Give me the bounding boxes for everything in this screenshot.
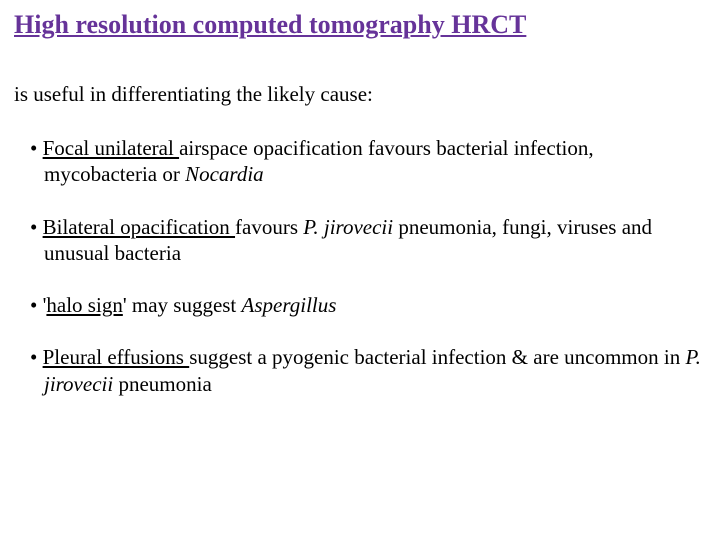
bullet-item: 'halo sign' may suggest Aspergillus: [14, 292, 706, 318]
bullet-text: pneumonia: [118, 372, 211, 396]
bullet-italic: P. jirovecii: [303, 215, 393, 239]
bullet-list: Focal unilateral airspace opacification …: [14, 135, 706, 397]
bullet-italic: Nocardia: [185, 162, 264, 186]
intro-text: is useful in differentiating the likely …: [14, 82, 706, 107]
bullet-item: Bilateral opacification favours P. jirov…: [14, 214, 706, 267]
bullet-italic: Aspergillus: [242, 293, 337, 317]
bullet-text: ' may suggest: [123, 293, 242, 317]
bullet-item: Focal unilateral airspace opacification …: [14, 135, 706, 188]
slide-container: High resolution computed tomography HRCT…: [0, 0, 720, 540]
slide-title: High resolution computed tomography HRCT: [14, 10, 706, 40]
bullet-lead: Focal unilateral: [43, 136, 179, 160]
bullet-text: favours: [235, 215, 303, 239]
bullet-text: suggest a pyogenic bacterial infection &…: [189, 345, 685, 369]
bullet-lead: halo sign: [46, 293, 122, 317]
bullet-lead: Bilateral opacification: [43, 215, 235, 239]
bullet-item: Pleural effusions suggest a pyogenic bac…: [14, 344, 706, 397]
bullet-lead: Pleural effusions: [43, 345, 190, 369]
